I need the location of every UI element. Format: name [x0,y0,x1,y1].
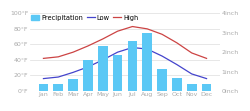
Legend: Precipitation, Low, High: Precipitation, Low, High [31,14,139,21]
Bar [98,46,108,91]
Bar [187,84,196,91]
Bar [54,84,63,91]
Bar [128,41,137,91]
Bar [142,33,152,91]
Bar [172,78,182,91]
Bar [157,69,167,91]
Bar [83,60,93,91]
Bar [113,55,122,91]
Bar [68,79,78,91]
Bar [39,84,48,91]
Bar [202,84,211,91]
